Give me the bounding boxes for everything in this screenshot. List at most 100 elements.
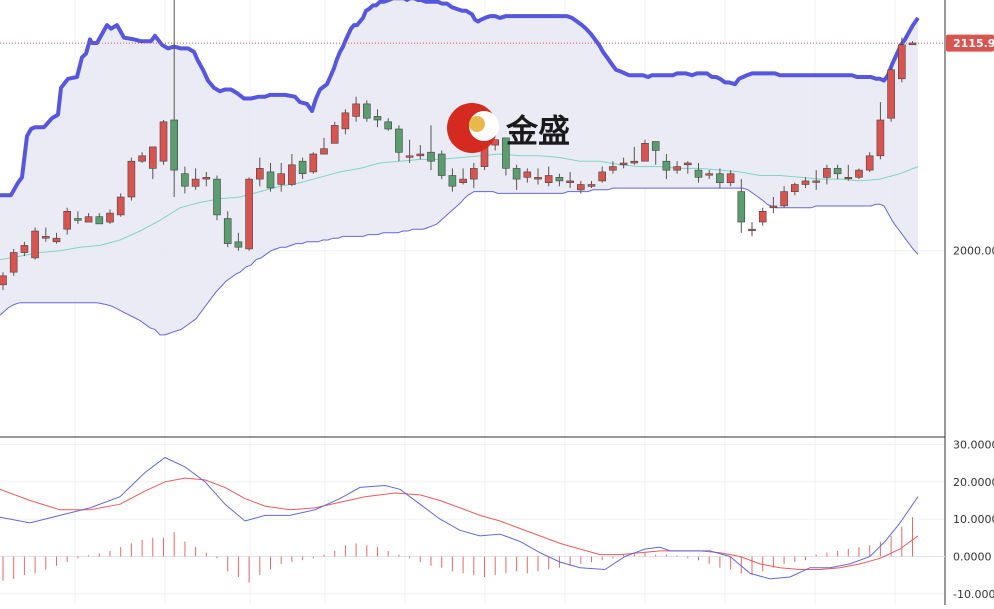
price-axis: 2000.00 2115.92 30.0000 20.0000 10.0000 …	[946, 34, 994, 601]
candle	[31, 227, 39, 260]
macd-dea-line	[0, 477, 919, 570]
candle	[855, 168, 863, 180]
candle-body	[576, 184, 585, 191]
candle	[598, 166, 607, 183]
candle	[769, 197, 778, 214]
candle-body	[844, 177, 853, 180]
candle	[823, 164, 831, 185]
watermark: 金盛	[447, 103, 570, 153]
candle-body	[0, 275, 7, 286]
candle-body	[277, 173, 286, 185]
candle-body	[416, 153, 425, 157]
candle-body	[84, 216, 93, 223]
candle-body	[523, 171, 532, 178]
candle-body	[534, 177, 542, 180]
candle	[191, 168, 200, 190]
candle	[405, 139, 414, 163]
bollinger-upper-line	[0, 0, 920, 198]
macd-dif-line	[0, 456, 919, 580]
candle	[694, 162, 703, 183]
candle	[833, 164, 842, 180]
candle	[298, 157, 307, 180]
candle-body	[705, 173, 714, 176]
candle-body	[758, 211, 767, 223]
candle-body	[694, 169, 703, 178]
candle	[576, 180, 585, 194]
candle	[748, 222, 756, 237]
candle	[523, 168, 532, 183]
candle-body	[127, 160, 136, 198]
candle	[844, 164, 853, 181]
candles	[0, 0, 917, 291]
candle-body	[662, 160, 671, 171]
candle-body	[63, 211, 72, 230]
candle	[673, 161, 681, 174]
candle	[213, 175, 221, 221]
macd-tick-label: 20.0000	[953, 476, 994, 489]
watermark-text: 金盛	[505, 112, 570, 150]
candle	[801, 177, 810, 189]
candle	[651, 141, 660, 165]
candle	[95, 213, 104, 225]
last-price-tag: 2115.92	[946, 34, 994, 52]
candle-body	[373, 116, 382, 121]
candle-body	[544, 175, 553, 183]
candle-body	[159, 121, 168, 162]
candle	[780, 186, 788, 208]
candle-body	[598, 171, 607, 182]
candle	[84, 213, 93, 223]
bollinger-middle-line	[0, 153, 919, 261]
candle-body	[908, 42, 917, 46]
candle-body	[587, 184, 596, 187]
macd-tick-label: 10.0000	[953, 513, 994, 526]
candle-body	[52, 237, 61, 243]
candle	[330, 121, 339, 144]
candle	[737, 179, 746, 233]
candle	[362, 100, 371, 122]
candle-body	[138, 155, 146, 162]
candle	[170, 0, 178, 198]
candle	[255, 157, 264, 187]
candle	[41, 227, 50, 242]
candle-body	[876, 119, 885, 157]
candle-body	[9, 252, 18, 273]
candle	[320, 137, 328, 155]
candle	[245, 177, 253, 251]
candle-body	[790, 184, 799, 192]
candle	[181, 166, 189, 194]
candle-body	[823, 168, 831, 178]
candle	[790, 182, 799, 196]
candle-body	[352, 103, 360, 117]
candle-body	[641, 143, 649, 162]
candle	[288, 154, 296, 187]
candle-body	[266, 171, 275, 189]
candle	[159, 119, 168, 165]
bollinger-band-fill	[0, 0, 918, 335]
candle	[352, 96, 360, 122]
candle-body	[170, 119, 178, 171]
candle-body	[716, 173, 724, 183]
candle	[566, 171, 574, 189]
candle-body	[41, 236, 50, 239]
candle	[63, 207, 72, 235]
candle-body	[812, 180, 821, 183]
candle-body	[181, 173, 189, 187]
watermark-logo	[447, 103, 499, 153]
watermark-logo-dot	[469, 116, 485, 132]
candle-body	[897, 44, 906, 80]
candle-body	[202, 177, 211, 180]
candle	[534, 168, 542, 185]
candle-body	[298, 160, 307, 174]
price-pane	[0, 0, 945, 336]
candle-body	[362, 103, 371, 119]
candle	[865, 152, 874, 172]
candle	[716, 168, 724, 189]
candle-body	[801, 180, 810, 185]
candle	[138, 152, 146, 163]
candle-body	[31, 230, 39, 259]
candle	[630, 146, 639, 165]
candle	[662, 154, 671, 180]
candle-body	[234, 241, 243, 248]
candle-body	[223, 218, 232, 244]
